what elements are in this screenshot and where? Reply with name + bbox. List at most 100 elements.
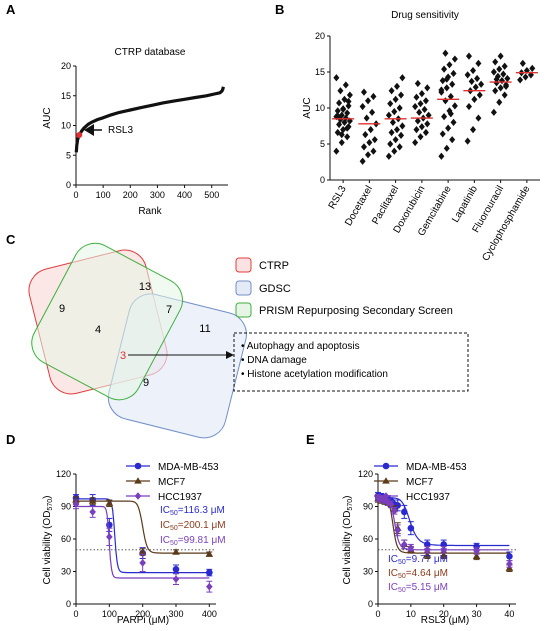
- drug-auc-point: [387, 100, 394, 108]
- drug-auc-point: [438, 86, 445, 94]
- drug-auc-point: [475, 114, 482, 122]
- drug-auc-point: [416, 108, 423, 116]
- panel-b-title: Drug sensitivity: [391, 10, 459, 21]
- panel-e-x-tick-label: 30: [472, 609, 482, 619]
- mechanism-box: [233, 332, 469, 392]
- drug-auc-point: [399, 122, 406, 130]
- venn-count-all-three: 3: [120, 350, 126, 362]
- fit-curve-hcc1937: [76, 505, 210, 579]
- data-point-hcc1937: [72, 500, 80, 509]
- data-point-mda-mb-453: [206, 569, 213, 576]
- data-point-hcc1937: [139, 559, 146, 567]
- legend-label-gdsc: GDSC: [259, 283, 291, 295]
- venn-prism-set: [31, 242, 183, 401]
- drug-auc-point: [334, 107, 341, 115]
- drug-auc-point: [503, 82, 510, 90]
- drug-auc-point: [450, 69, 457, 78]
- drug-auc-point: [424, 120, 431, 128]
- drug-auc-point: [449, 80, 456, 88]
- panel-letter-e: E: [306, 432, 315, 447]
- data-point-hcc1937: [377, 495, 385, 503]
- drug-auc-point: [529, 64, 536, 72]
- drug-auc-point: [465, 52, 472, 60]
- legend-label-hcc1937: HCC1937: [158, 492, 202, 503]
- panel-e-marks: [374, 491, 516, 572]
- drug-auc-point: [445, 124, 452, 132]
- panel-e-axes: 0 10 20 30 40 0 30 60 90 120: [358, 469, 516, 619]
- drug-auc-point: [342, 114, 349, 122]
- data-point-mda-mb-453: [440, 541, 448, 548]
- panel-a-y-tick-label: 15: [61, 91, 71, 101]
- panel-e-x-tick-label: 20: [439, 609, 449, 619]
- drug-auc-point: [522, 73, 529, 81]
- drug-auc-point: [451, 55, 458, 63]
- drug-auc-point: [490, 108, 497, 116]
- drug-auc-point: [385, 111, 392, 119]
- mechanism-bullet-1: • Autophagy and apoptosis: [241, 341, 360, 352]
- venn-count-prism-only: 13: [139, 281, 151, 293]
- drug-auc-point: [391, 108, 398, 116]
- drug-auc-point: [344, 124, 351, 132]
- panel-d-ic50-mcf7: IC50=200.1 μM: [160, 520, 226, 532]
- data-point-mcf7: [172, 548, 180, 555]
- drug-auc-point: [519, 59, 526, 67]
- panel-b-y-tick-label: 5: [320, 139, 325, 149]
- panel-a-y-tick-label: 5: [66, 150, 71, 160]
- panel-e-legend: MDA-MB-453 MCF7 HCC1937: [374, 462, 467, 503]
- legend-label-mcf7: MCF7: [406, 477, 434, 488]
- drug-auc-point: [417, 133, 424, 141]
- panel-c: C 9 13 4 7 11 3 9 CTRP GDSC PRISM Repurp…: [6, 232, 469, 439]
- panel-d-x-tick-label: 100: [102, 609, 117, 619]
- data-point-mda-mb-453: [106, 521, 113, 529]
- drug-auc-point: [421, 105, 428, 114]
- data-point-mda-mb-453: [407, 524, 415, 532]
- panel-e-x-tick-label: 0: [375, 609, 380, 619]
- panel-a-x-tick-label: 300: [150, 190, 165, 200]
- data-point-mcf7: [205, 550, 214, 557]
- drug-auc-point: [360, 88, 367, 96]
- panel-d-y-tick-label: 0: [66, 599, 71, 609]
- panel-d-legend: MDA-MB-453 MCF7 HCC1937: [126, 462, 219, 503]
- data-point-hcc1937: [400, 540, 408, 549]
- drug-auc-point: [393, 126, 400, 134]
- drug-auc-point: [396, 143, 403, 151]
- drug-auc-point: [422, 128, 429, 137]
- legend-label-mcf7: MCF7: [158, 477, 186, 488]
- panel-a-y-tick-label: 10: [61, 121, 71, 131]
- drug-auc-point: [413, 93, 420, 101]
- drug-auc-point: [333, 147, 340, 155]
- drug-auc-point: [496, 98, 503, 106]
- panel-letter-c: C: [6, 232, 16, 247]
- panel-e-xlabel: RSL3 (μM): [421, 615, 470, 626]
- panel-b-y-tick-label: 10: [315, 103, 325, 113]
- data-point-mcf7: [72, 496, 80, 503]
- drug-auc-point: [392, 95, 399, 103]
- drug-auc-point: [344, 133, 351, 141]
- drug-auc-point: [396, 104, 403, 112]
- panel-d-axes: 0 100 200 300 400 0 30 60 90 120: [56, 469, 217, 619]
- panel-a-y-tick-label: 0: [66, 180, 71, 190]
- legend-swatch-prism: [235, 302, 252, 318]
- drug-auc-point: [363, 114, 370, 122]
- drug-auc-point: [337, 87, 344, 95]
- panel-e-ic50-hcc: IC50=5.15 μM: [388, 582, 448, 594]
- panel-b-category-label: Cyclophosphamide: [480, 184, 532, 264]
- rsl3-arrow-head: [84, 124, 94, 136]
- drug-auc-point: [474, 74, 481, 83]
- data-point-hcc1937: [506, 560, 513, 568]
- drug-auc-point: [417, 100, 424, 108]
- panel-d-y-tick-label: 120: [56, 469, 71, 479]
- drug-auc-point: [472, 83, 479, 91]
- data-point-hcc1937: [440, 546, 448, 554]
- drug-auc-point: [498, 77, 505, 85]
- drug-auc-point: [450, 118, 457, 126]
- panel-letter-a: A: [6, 2, 16, 17]
- data-point-mcf7: [423, 551, 432, 558]
- drug-auc-point: [468, 77, 475, 85]
- drug-auc-point: [501, 62, 508, 70]
- drug-auc-point: [438, 152, 445, 160]
- legend-marker-mda-mb-453: [134, 462, 142, 470]
- drug-auc-point: [387, 140, 394, 148]
- panel-e-y-tick-label: 90: [363, 502, 373, 512]
- drug-auc-point: [336, 99, 343, 107]
